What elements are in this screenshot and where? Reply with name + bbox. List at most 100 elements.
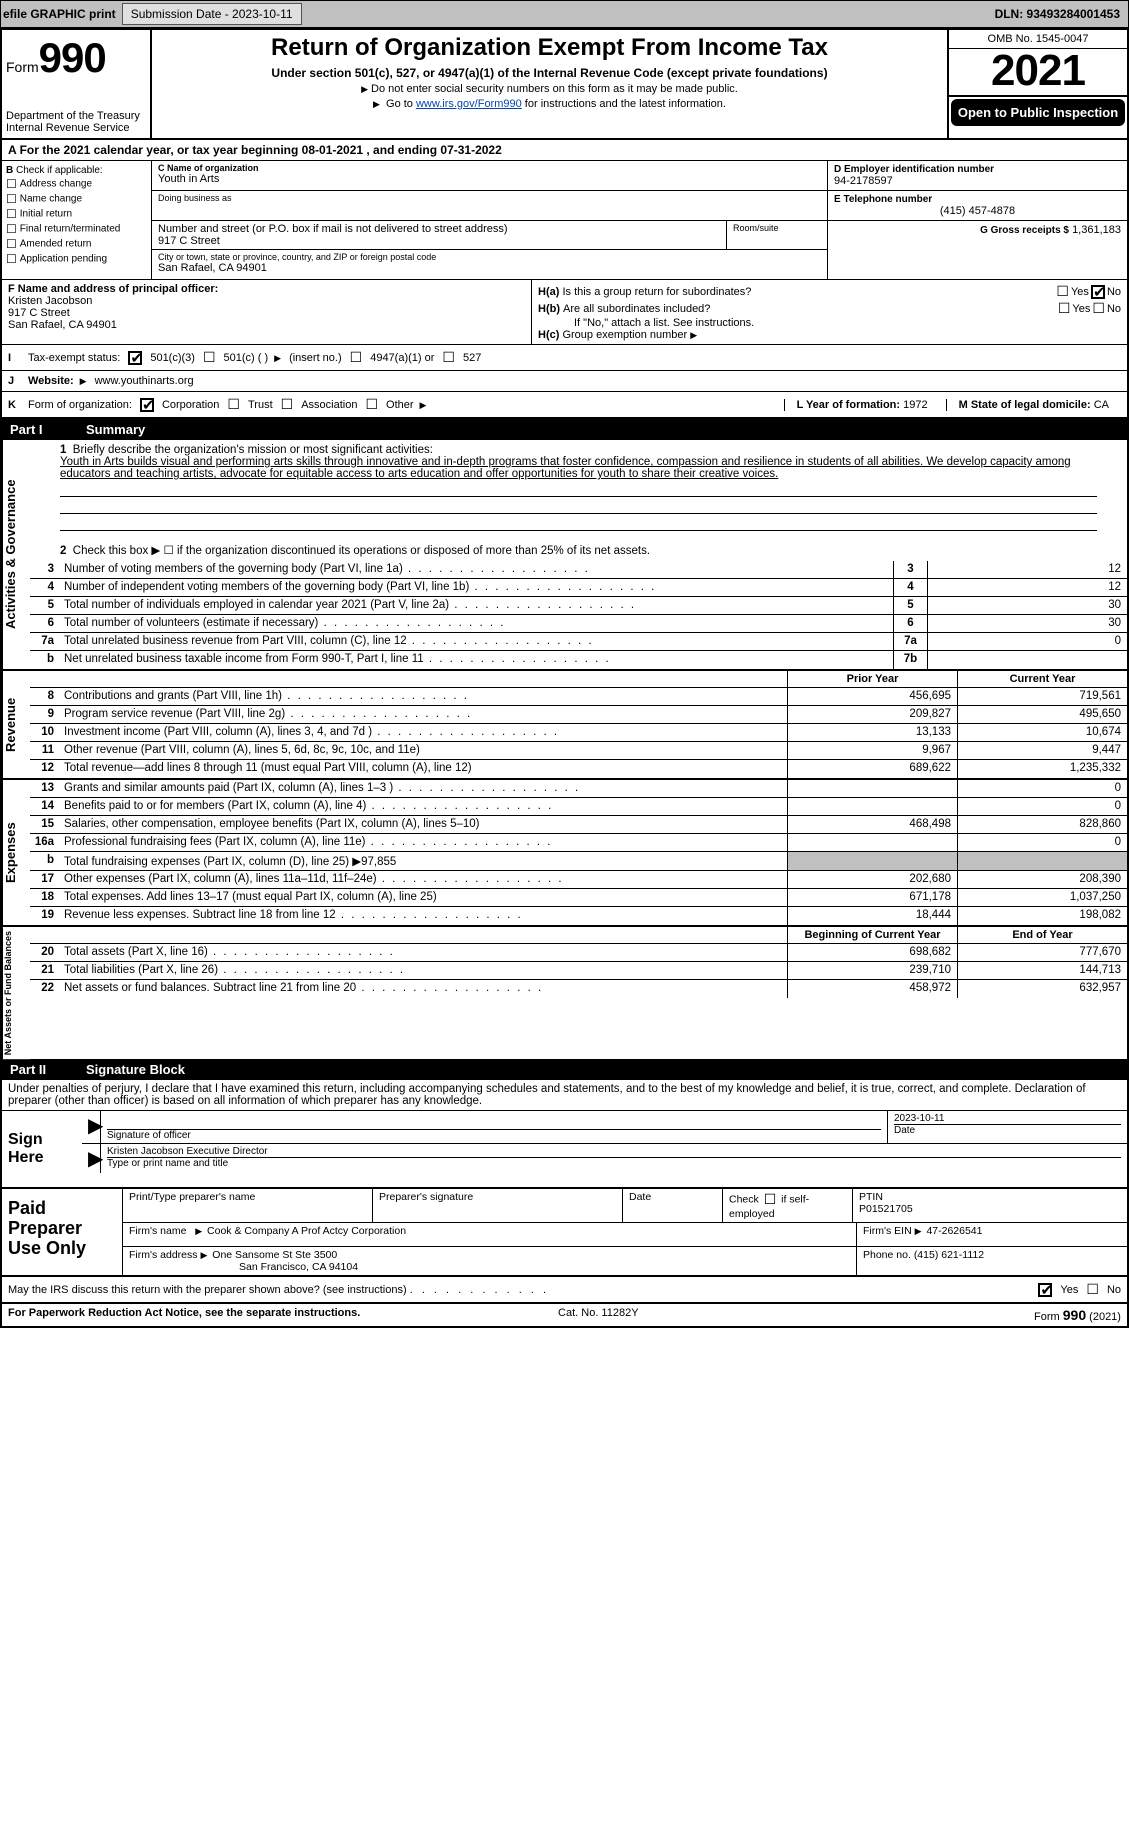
ha-yes[interactable]	[1054, 283, 1071, 300]
cb-other[interactable]	[363, 396, 380, 413]
officer-city: San Rafael, CA 94901	[8, 319, 525, 331]
sig-date-val: 2023-10-11	[894, 1113, 1121, 1124]
discuss-no[interactable]	[1084, 1281, 1101, 1298]
discuss-yes-checked[interactable]	[1038, 1283, 1052, 1297]
cb-trust[interactable]	[225, 396, 242, 413]
prep-name-label: Print/Type preparer's name	[123, 1189, 373, 1222]
vlabel-exp: Expenses	[2, 780, 30, 925]
cb-501c[interactable]	[201, 349, 218, 366]
line6-val: 30	[927, 615, 1127, 632]
form-990-container: Form990 Department of the Treasury Inter…	[0, 28, 1129, 1328]
goto-note: Go to www.irs.gov/Form990 for instructio…	[160, 98, 939, 110]
line15-desc: Salaries, other compensation, employee b…	[60, 816, 787, 833]
header-left: Form990 Department of the Treasury Inter…	[2, 30, 152, 138]
line2: 2 Check this box ▶ ☐ if the organization…	[30, 535, 1127, 561]
line3-desc: Number of voting members of the governin…	[60, 561, 893, 578]
cb-self-employed[interactable]	[762, 1193, 779, 1205]
cb-association[interactable]	[279, 396, 296, 413]
header-right: OMB No. 1545-0047 2021 Open to Public In…	[947, 30, 1127, 138]
section-expenses: Expenses 13Grants and similar amounts pa…	[2, 780, 1127, 927]
ha-no-checked[interactable]	[1091, 285, 1105, 299]
prep-firm-name: Firm's name Cook & Company A Prof Actcy …	[123, 1223, 857, 1246]
colhdr-boy: Beginning of Current Year	[787, 927, 957, 943]
hb-label: Are all subordinates included?	[563, 303, 1056, 315]
website-value: www.youthinarts.org	[95, 375, 194, 387]
submission-date-button[interactable]: Submission Date - 2023-10-11	[122, 3, 302, 25]
paid-preparer-block: Paid Preparer Use Only Print/Type prepar…	[2, 1189, 1127, 1277]
cb-initial-return[interactable]: Initial return	[6, 207, 147, 221]
prep-sig-label: Preparer's signature	[373, 1189, 623, 1222]
line4-val: 12	[927, 579, 1127, 596]
cb-address-change[interactable]: Address change	[6, 177, 147, 191]
line8-curr: 719,561	[957, 688, 1127, 705]
prep-ptin: PTINP01521705	[853, 1189, 1127, 1222]
irs-link[interactable]: www.irs.gov/Form990	[416, 98, 522, 110]
page-footer: For Paperwork Reduction Act Notice, see …	[2, 1304, 1127, 1326]
line11-desc: Other revenue (Part VIII, column (A), li…	[60, 742, 787, 759]
line14-desc: Benefits paid to or for members (Part IX…	[60, 798, 787, 815]
ein-label: D Employer identification number	[834, 164, 1121, 175]
line7b-val	[927, 651, 1127, 669]
line8-prior: 456,695	[787, 688, 957, 705]
cb-501c3-checked[interactable]	[128, 351, 142, 365]
cb-corporation-checked[interactable]	[140, 398, 154, 412]
col-f-officer: F Name and address of principal officer:…	[2, 280, 532, 344]
part2-header: Part II Signature Block	[2, 1059, 1127, 1080]
cb-name-change[interactable]: Name change	[6, 192, 147, 206]
line17-desc: Other expenses (Part IX, column (A), lin…	[60, 871, 787, 888]
line5-desc: Total number of individuals employed in …	[60, 597, 893, 614]
hb-yes[interactable]	[1056, 300, 1073, 317]
officer-name: Kristen Jacobson	[8, 295, 525, 307]
line7a-desc: Total unrelated business revenue from Pa…	[60, 633, 893, 650]
org-name: Youth in Arts	[158, 173, 821, 185]
line19-desc: Revenue less expenses. Subtract line 18 …	[60, 907, 787, 925]
line6-desc: Total number of volunteers (estimate if …	[60, 615, 893, 632]
prep-date-label: Date	[623, 1189, 723, 1222]
line10-desc: Investment income (Part VIII, column (A)…	[60, 724, 787, 741]
col-h-group: H(a) Is this a group return for subordin…	[532, 280, 1127, 344]
sig-date-label: Date	[894, 1124, 1121, 1136]
cb-final-return[interactable]: Final return/terminated	[6, 222, 147, 236]
open-to-public: Open to Public Inspection	[951, 99, 1125, 126]
paid-preparer-label: Paid Preparer Use Only	[2, 1189, 122, 1275]
ein-value: 94-2178597	[834, 175, 1121, 187]
ssn-note: Do not enter social security numbers on …	[160, 83, 939, 95]
hb-no[interactable]	[1090, 300, 1107, 317]
prep-self-emp: Check if self-employed	[723, 1189, 853, 1222]
dept-irs: Internal Revenue Service	[6, 122, 146, 134]
hc-label: Group exemption number	[562, 329, 687, 341]
cb-527[interactable]	[440, 349, 457, 366]
sig-arrow1: ▶	[82, 1111, 100, 1143]
sign-here-label: Sign Here	[2, 1111, 82, 1187]
hb-note: If "No," attach a list. See instructions…	[538, 317, 1121, 329]
dba-label: Doing business as	[158, 193, 821, 203]
cb-4947[interactable]	[348, 349, 365, 366]
line16a-desc: Professional fundraising fees (Part IX, …	[60, 834, 787, 851]
row-i-tax-status: I Tax-exempt status: 501(c)(3) 501(c) ( …	[2, 345, 1127, 371]
website-label: Website:	[28, 375, 74, 387]
form-org-label: Form of organization:	[28, 399, 132, 411]
row-a-tax-year: A For the 2021 calendar year, or tax yea…	[2, 140, 1127, 161]
cb-application-pending[interactable]: Application pending	[6, 252, 147, 266]
line5-val: 30	[927, 597, 1127, 614]
form-header: Form990 Department of the Treasury Inter…	[2, 30, 1127, 140]
cat-no: Cat. No. 11282Y	[558, 1307, 639, 1323]
ha-label: Is this a group return for subordinates?	[562, 286, 1054, 298]
sig-nametype-label: Type or print name and title	[107, 1157, 1121, 1169]
city-label: City or town, state or province, country…	[158, 252, 821, 262]
vlabel-ag: Activities & Governance	[2, 440, 30, 669]
line21-desc: Total liabilities (Part X, line 26)	[60, 962, 787, 979]
sig-name-val: Kristen Jacobson Executive Director	[107, 1146, 1121, 1157]
line18-desc: Total expenses. Add lines 13–17 (must eq…	[60, 889, 787, 906]
row-l: L Year of formation: 1972	[784, 399, 940, 411]
vlabel-na: Net Assets or Fund Balances	[2, 927, 30, 1059]
dln-label: DLN: 93493284001453	[995, 7, 1126, 21]
sig-officer-label: Signature of officer	[107, 1129, 881, 1141]
cb-amended-return[interactable]: Amended return	[6, 237, 147, 251]
officer-street: 917 C Street	[8, 307, 525, 319]
city-value: San Rafael, CA 94901	[158, 262, 821, 274]
discuss-row: May the IRS discuss this return with the…	[2, 1277, 1127, 1304]
efile-label: efile GRAPHIC print	[3, 7, 116, 21]
prep-phone: Phone no. (415) 621-1112	[857, 1247, 1127, 1275]
mission-text: Youth in Arts builds visual and performi…	[60, 456, 1071, 480]
